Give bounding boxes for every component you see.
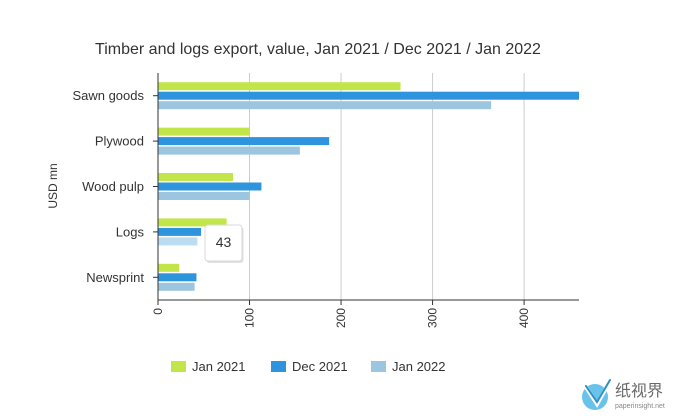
bar[interactable] [158, 173, 234, 181]
watermark-subtext: paperinsight.net [615, 403, 665, 410]
bar[interactable] [158, 237, 198, 246]
x-tick-label: 200 [334, 308, 348, 328]
category-label: Plywood [95, 134, 144, 149]
category-label: Wood pulp [82, 179, 144, 194]
category-labels: Sawn goods Plywood Wood pulp Logs Newsprint [72, 88, 144, 285]
legend: Jan 2021 Dec 2021 Jan 2022 [171, 359, 446, 374]
bar[interactable] [158, 101, 492, 110]
legend-swatch[interactable] [171, 361, 186, 372]
x-tick-label: 300 [426, 308, 440, 328]
bar[interactable] [158, 146, 300, 155]
legend-swatch[interactable] [271, 361, 286, 372]
legend-label[interactable]: Jan 2022 [392, 359, 446, 374]
bar[interactable] [158, 192, 250, 200]
bar[interactable] [158, 137, 330, 146]
watermark-text: 纸视界 [615, 382, 663, 400]
bar[interactable] [158, 263, 180, 272]
watermark-logo-icon [582, 376, 614, 410]
category-label: Newsprint [86, 270, 144, 285]
bars [158, 82, 579, 291]
watermark: 纸视界 paperinsight.net [582, 376, 665, 410]
bar[interactable] [158, 82, 401, 91]
bar[interactable] [158, 91, 579, 100]
x-tick-label: 100 [243, 308, 257, 328]
legend-swatch[interactable] [371, 361, 386, 372]
bar[interactable] [158, 282, 195, 291]
bar[interactable] [158, 218, 227, 227]
x-tick-label: 400 [517, 308, 531, 328]
legend-label[interactable]: Jan 2021 [192, 359, 246, 374]
y-axis-title: USD mn [46, 163, 60, 208]
category-label: Logs [116, 224, 145, 239]
tooltip-box [204, 224, 243, 262]
category-label: Sawn goods [72, 88, 144, 103]
legend-label[interactable]: Dec 2021 [292, 359, 348, 374]
x-tick-label: 0 [151, 308, 165, 315]
chart-title: Timber and logs export, value, Jan 2021 … [95, 41, 541, 58]
tooltip: 43 [204, 224, 244, 263]
tooltip-value: 43 [216, 234, 232, 250]
bar[interactable] [158, 127, 250, 136]
axes [153, 73, 579, 305]
tick-labels: 0 100 200 300 400 [151, 308, 531, 328]
bar[interactable] [158, 182, 262, 191]
bar[interactable] [158, 227, 202, 236]
bar[interactable] [158, 273, 197, 282]
